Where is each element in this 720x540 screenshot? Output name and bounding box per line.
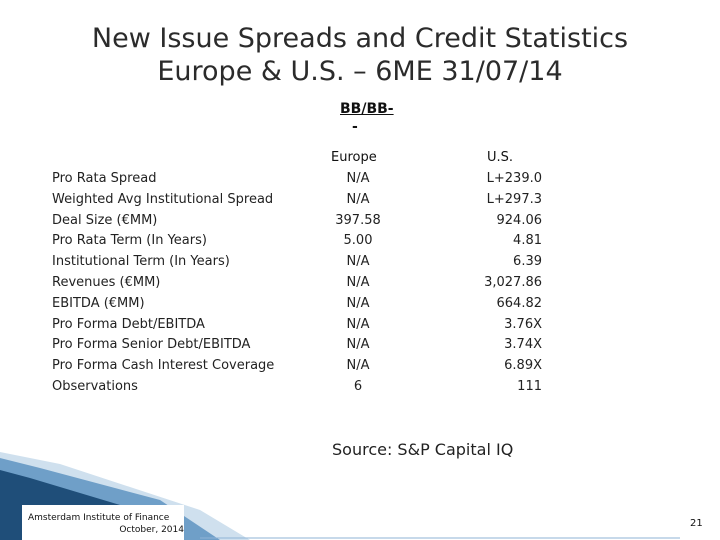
row-label: Pro Rata Term (In Years) xyxy=(52,233,207,249)
europe-value: 397.58 xyxy=(335,212,381,228)
us-value: 924.06 xyxy=(496,212,543,228)
row-label: Pro Forma Debt/EBITDA xyxy=(52,316,205,332)
footer-date: October, 2014 xyxy=(119,525,184,535)
europe-value: N/A xyxy=(346,254,370,270)
europe-value: N/A xyxy=(346,171,370,186)
europe-value: 6 xyxy=(353,378,363,394)
row-label: Pro Forma Cash Interest Coverage xyxy=(52,358,275,374)
rating-group-header-overflow: - xyxy=(352,119,358,135)
us-value: 3.74X xyxy=(504,337,542,353)
us-value: 6.39 xyxy=(513,254,542,270)
us-value: L+297.3 xyxy=(486,191,542,207)
column-header-us: U.S. xyxy=(487,150,514,165)
europe-value: N/A xyxy=(346,316,370,332)
row-label: Institutional Term (In Years) xyxy=(52,254,230,270)
europe-values: N/A N/A 397.58 5.00 N/A N/A N/A N/A N/A N/A 6 xyxy=(328,169,388,398)
us-value: L+239.0 xyxy=(486,171,542,186)
europe-value: N/A xyxy=(346,274,370,290)
us-value: 4.81 xyxy=(513,233,542,249)
source-note: Source: S&P Capital IQ xyxy=(332,440,514,459)
us-value: 111 xyxy=(517,378,542,394)
row-label: EBITDA (€MM) xyxy=(52,295,145,311)
page-number: 21 xyxy=(690,518,703,529)
us-value: 3,027.86 xyxy=(484,274,542,290)
europe-value: N/A xyxy=(346,191,370,207)
band-white-strip xyxy=(22,505,184,540)
row-label: Pro Rata Spread xyxy=(52,171,157,186)
europe-value: N/A xyxy=(346,358,370,374)
slide-title: New Issue Spreads and Credit Statistics … xyxy=(0,22,720,88)
title-line-2: Europe & U.S. – 6ME 31/07/14 xyxy=(157,56,563,87)
us-value: 3.76X xyxy=(504,316,542,332)
column-header-europe: Europe xyxy=(331,150,377,165)
row-label: Pro Forma Senior Debt/EBITDA xyxy=(52,337,251,353)
europe-value: N/A xyxy=(346,295,370,311)
footer-org-name: Amsterdam Institute of Finance xyxy=(28,513,170,523)
rating-group-header: BB/BB- xyxy=(340,101,394,117)
us-values: L+239.0 L+297.3 924.06 4.81 6.39 3,027.86 664.… xyxy=(470,169,542,398)
europe-value: 5.00 xyxy=(343,233,373,249)
footer-organization: Amsterdam Institute of Finance October, … xyxy=(28,512,184,536)
title-line-1: New Issue Spreads and Credit Statistics xyxy=(91,23,629,54)
row-label: Observations xyxy=(52,378,138,394)
us-value: 6.89X xyxy=(504,358,542,374)
row-labels: Pro Rata Spread Weighted Avg Institutiona… xyxy=(52,169,332,398)
us-value: 664.82 xyxy=(496,295,543,311)
row-label: Deal Size (€MM) xyxy=(52,212,158,228)
row-label: Weighted Avg Institutional Spread xyxy=(52,191,274,207)
europe-value: N/A xyxy=(346,337,370,353)
row-label: Revenues (€MM) xyxy=(52,274,161,290)
